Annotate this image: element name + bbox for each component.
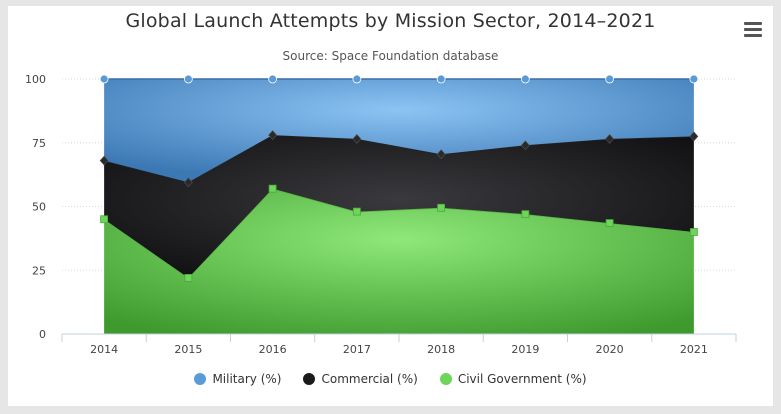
legend-label-civil-government: Civil Government (%) [457, 372, 587, 386]
legend-label-commercial: Commercial (%) [321, 372, 418, 386]
y-tick-label: 0 [39, 328, 46, 341]
commercial-marker [689, 131, 699, 142]
commercial-marker [352, 133, 362, 144]
commercial-marker [99, 155, 109, 166]
legend-item-commercial[interactable]: Commercial (%) [303, 372, 418, 386]
commercial-marker [183, 177, 193, 188]
military-marker [689, 74, 699, 84]
military-marker [605, 74, 615, 84]
commercial-marker [605, 133, 615, 144]
legend-swatch-military [194, 373, 207, 385]
civil-government-marker [437, 203, 446, 212]
civil-government-marker [605, 219, 614, 227]
civil-government-area [104, 188, 694, 334]
x-tick-label: 2019 [511, 343, 539, 356]
chart-subtitle: Source: Space Foundation database [282, 49, 499, 63]
legend-label-military: Military (%) [212, 372, 282, 386]
commercial-marker [520, 140, 530, 151]
civil-government-marker [184, 273, 193, 282]
legend-item-military[interactable]: Military (%) [194, 372, 281, 386]
hamburger-menu-icon[interactable] [744, 22, 762, 38]
commercial-marker [268, 130, 278, 141]
commercial-marker [436, 149, 446, 160]
x-tick-label: 2021 [680, 343, 708, 356]
x-tick-label: 2014 [90, 343, 118, 356]
civil-government-marker [352, 207, 361, 216]
x-tick-label: 2020 [596, 343, 624, 356]
civil-government-marker [521, 210, 530, 219]
military-marker [520, 74, 530, 84]
military-area [104, 79, 694, 183]
legend-swatch-commercial [303, 373, 316, 385]
military-marker [183, 74, 193, 84]
chart-title: Global Launch Attempts by Mission Sector… [125, 10, 656, 32]
civil-government-marker [268, 184, 277, 193]
legend-item-civil-government[interactable]: Civil Government (%) [439, 372, 587, 386]
civil-government-marker [689, 228, 698, 236]
y-tick-label: 25 [32, 264, 46, 277]
military-marker [268, 74, 278, 84]
y-tick-label: 75 [32, 137, 46, 150]
legend-swatch-civil-government [439, 373, 452, 385]
civil-government-marker [100, 215, 109, 224]
y-tick-label: 100 [25, 73, 46, 86]
x-tick-label: 2018 [427, 343, 455, 356]
y-tick-label: 50 [32, 201, 46, 214]
military-marker [99, 74, 109, 84]
commercial-area [104, 135, 694, 278]
x-tick-label: 2016 [259, 343, 287, 356]
military-marker [436, 74, 446, 84]
x-tick-label: 2015 [174, 343, 202, 356]
military-marker [352, 74, 362, 84]
chart-legend: Military (%) Commercial (%) Civil Govern… [0, 372, 781, 386]
x-tick-label: 2017 [343, 343, 371, 356]
